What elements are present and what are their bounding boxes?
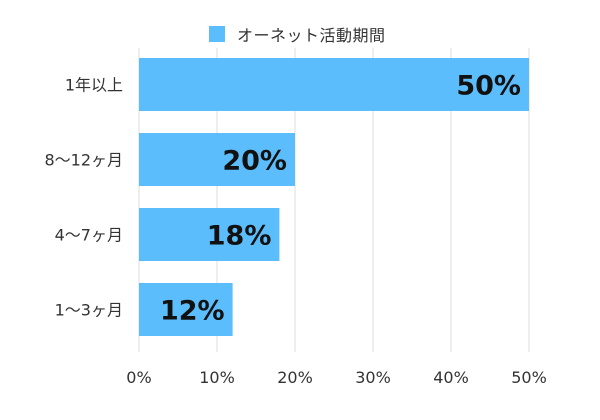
data-labels: 50% 20% 18% 12%: [160, 71, 521, 327]
bar: [139, 208, 280, 261]
y-tick-label: 8〜12ヶ月: [44, 151, 123, 170]
legend: オーネット活動期間: [209, 22, 386, 46]
y-tick-label: 1年以上: [65, 76, 123, 95]
data-label: 18%: [207, 221, 272, 252]
x-tick-label: 10%: [199, 368, 235, 387]
y-axis-labels: 1年以上 8〜12ヶ月 4〜7ヶ月 1〜3ヶ月: [44, 76, 123, 320]
x-tick-label: 30%: [355, 368, 391, 387]
bar: [139, 283, 233, 336]
x-tick-label: 0%: [126, 368, 151, 387]
y-tick-label: 1〜3ヶ月: [55, 301, 123, 320]
bar: [139, 58, 529, 111]
x-tick-label: 40%: [433, 368, 469, 387]
x-axis-labels: 0% 10% 20% 30% 40% 50%: [126, 368, 546, 387]
y-tick-label: 4〜7ヶ月: [55, 226, 123, 245]
data-label: 12%: [160, 296, 225, 327]
x-tick-label: 50%: [511, 368, 547, 387]
legend-label: オーネット活動期間: [237, 26, 386, 45]
x-tick-label: 20%: [277, 368, 313, 387]
legend-swatch: [209, 26, 225, 42]
bars: [139, 58, 529, 336]
data-label: 20%: [222, 146, 287, 177]
data-label: 50%: [456, 71, 521, 102]
bar: [139, 133, 295, 186]
